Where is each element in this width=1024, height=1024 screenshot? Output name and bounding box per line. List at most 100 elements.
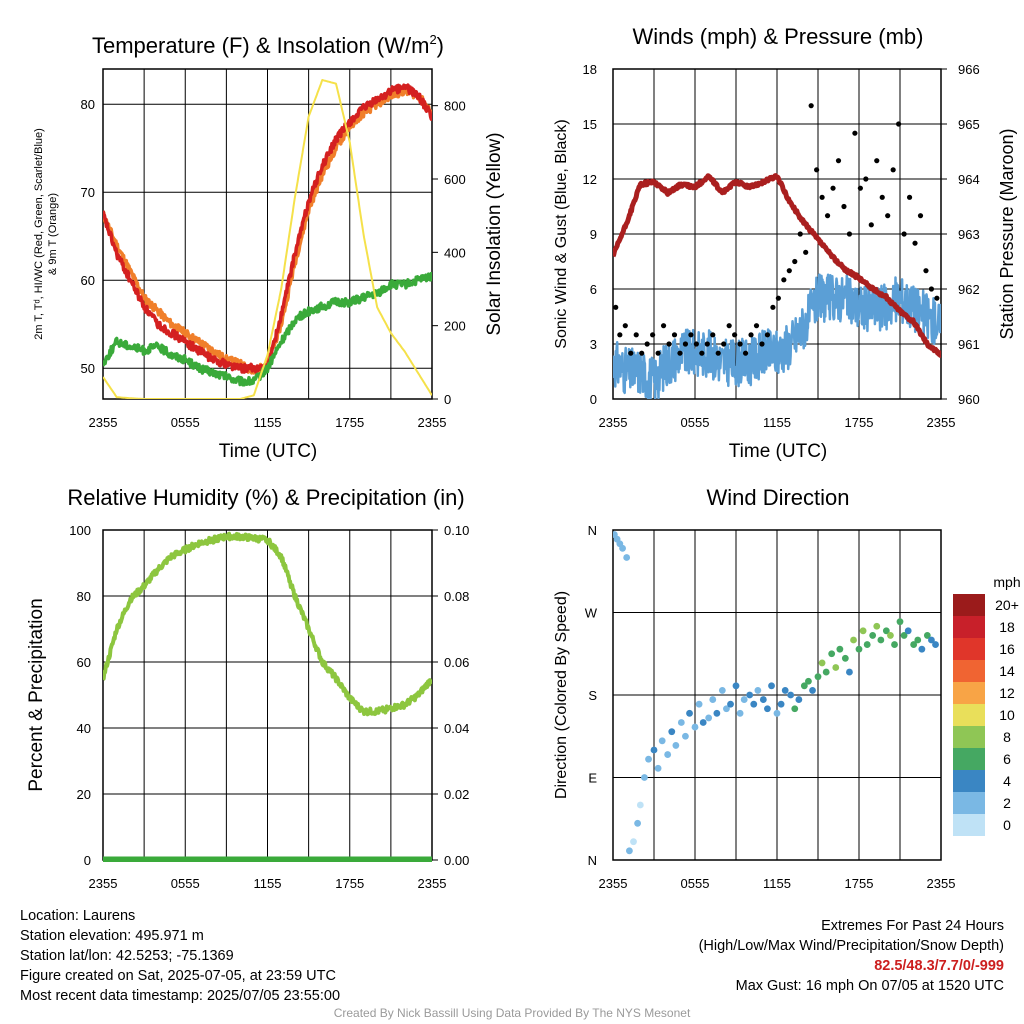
direction-point-52 bbox=[836, 645, 844, 653]
series-group-1 bbox=[103, 79, 432, 399]
chart-title-4: Wind Direction bbox=[706, 485, 849, 510]
direction-point-50 bbox=[828, 650, 836, 658]
direction-point-43 bbox=[795, 696, 803, 703]
x-tick-label-1-4: 2355 bbox=[418, 415, 447, 430]
direction-point-40 bbox=[781, 687, 789, 694]
gust-point-39 bbox=[824, 213, 831, 219]
direction-point-9 bbox=[641, 774, 648, 781]
gust-point-14 bbox=[688, 332, 694, 338]
gust-point-26 bbox=[753, 323, 760, 329]
station-latlon: Station lat/lon: 42.5253; -75.1369 bbox=[20, 948, 234, 964]
direction-point-34 bbox=[754, 687, 762, 694]
y-tick-left-1-3: 80 bbox=[81, 97, 95, 112]
figure-created: Figure created on Sat, 2025-07-05, at 23… bbox=[20, 968, 336, 984]
direction-point-64 bbox=[891, 641, 898, 648]
y-tick-right-2-6: 966 bbox=[958, 62, 980, 77]
gust-point-7 bbox=[650, 332, 656, 338]
gust-point-29 bbox=[770, 304, 776, 310]
legend-swatch-10 bbox=[953, 814, 985, 836]
title-superscript-1: 2 bbox=[429, 32, 436, 47]
direction-point-20 bbox=[691, 723, 699, 731]
series-line-1-2 bbox=[103, 271, 432, 387]
direction-point-13 bbox=[658, 737, 666, 745]
gust-point-49 bbox=[879, 194, 885, 200]
direction-point-6 bbox=[630, 838, 637, 846]
y-tick-left-1-1: 60 bbox=[81, 273, 95, 288]
gust-point-35 bbox=[803, 249, 809, 255]
y-axis-label-left-1a: 2m T, Tᵈ, HI/WC (Red, Green, Scarlet/Blu… bbox=[33, 128, 45, 340]
series-line-2-0 bbox=[613, 273, 941, 399]
x-tick-label-2-1: 0555 bbox=[681, 415, 710, 430]
direction-point-61 bbox=[877, 636, 885, 644]
gust-point-18 bbox=[710, 332, 716, 338]
legend-swatch-2 bbox=[953, 638, 985, 660]
direction-point-44 bbox=[800, 682, 808, 690]
series-group-3 bbox=[103, 531, 432, 862]
gust-point-30 bbox=[775, 295, 781, 301]
gust-point-28 bbox=[764, 332, 771, 338]
gust-point-2 bbox=[622, 323, 628, 329]
extremes-values: 82.5/48.3/7.7/0/-999 bbox=[874, 958, 1004, 974]
y-tick-left-1-0: 50 bbox=[81, 361, 95, 376]
direction-point-17 bbox=[677, 719, 685, 726]
max-gust: Max Gust: 16 mph On 07/05 at 1520 UTC bbox=[735, 978, 1004, 994]
x-tick-label-1-1: 0555 bbox=[171, 415, 200, 430]
legend-title: mph bbox=[993, 574, 1020, 590]
y-axis-label-right-2: Station Pressure (Maroon) bbox=[997, 128, 1017, 339]
direction-point-42 bbox=[791, 705, 799, 713]
legend-label-10: 0 bbox=[1003, 817, 1011, 833]
x-tick-label-3-2: 1155 bbox=[254, 876, 282, 891]
gust-point-38 bbox=[819, 194, 825, 200]
gust-point-4 bbox=[633, 332, 639, 338]
y-tick-right-1-2: 400 bbox=[444, 245, 466, 260]
gust-point-23 bbox=[737, 341, 743, 347]
direction-point-32 bbox=[746, 691, 754, 699]
series-line-3-0 bbox=[103, 531, 432, 717]
series-group-4 bbox=[613, 531, 939, 855]
direction-point-66 bbox=[900, 632, 908, 639]
gust-point-43 bbox=[846, 231, 853, 237]
y-axis-label-left-2: Sonic Wind & Gust (Blue, Black) bbox=[553, 119, 570, 348]
x-tick-label-2-2: 1155 bbox=[763, 415, 791, 430]
series-line-2-1 bbox=[613, 173, 941, 358]
direction-point-7 bbox=[634, 819, 641, 827]
direction-point-5 bbox=[626, 847, 633, 855]
gust-point-41 bbox=[835, 158, 842, 164]
direction-point-38 bbox=[773, 709, 781, 717]
direction-point-15 bbox=[668, 728, 676, 736]
gust-point-15 bbox=[693, 341, 699, 347]
x-tick-label-3-3: 1755 bbox=[335, 876, 364, 891]
gust-point-32 bbox=[786, 268, 792, 274]
y-tick-right-2-4: 964 bbox=[958, 172, 980, 187]
gust-point-3 bbox=[628, 350, 634, 356]
gust-point-13 bbox=[682, 341, 689, 347]
extremes-title: Extremes For Past 24 Hours bbox=[821, 918, 1004, 934]
gust-point-57 bbox=[923, 268, 929, 274]
direction-point-54 bbox=[846, 668, 853, 676]
direction-point-63 bbox=[887, 632, 894, 639]
gust-point-8 bbox=[655, 350, 661, 356]
direction-point-68 bbox=[910, 641, 918, 648]
gust-point-52 bbox=[896, 121, 902, 127]
x-tick-label-1-0: 2355 bbox=[89, 415, 118, 430]
direction-point-36 bbox=[764, 705, 771, 713]
y-tick-right-1-1: 200 bbox=[444, 319, 466, 334]
y-tick-right-2-0: 960 bbox=[958, 392, 980, 407]
gust-point-40 bbox=[830, 185, 836, 191]
gust-point-46 bbox=[863, 176, 869, 182]
direction-point-14 bbox=[664, 751, 672, 758]
direction-point-57 bbox=[859, 627, 867, 635]
legend-label-5: 10 bbox=[999, 707, 1015, 723]
direction-point-53 bbox=[841, 654, 849, 662]
direction-point-37 bbox=[768, 682, 775, 690]
x-tick-label-4-2: 1155 bbox=[763, 876, 791, 891]
y-tick-right-3-2: 0.04 bbox=[444, 721, 469, 736]
station-info: Location: Laurens Station elevation: 495… bbox=[20, 906, 340, 1006]
title-close-1: ) bbox=[437, 33, 444, 58]
gust-point-33 bbox=[792, 258, 798, 265]
y-tick-left-2-4: 12 bbox=[583, 172, 597, 187]
gust-point-48 bbox=[874, 158, 880, 164]
gust-point-5 bbox=[639, 350, 645, 356]
y-tick-right-2-3: 963 bbox=[958, 227, 980, 242]
